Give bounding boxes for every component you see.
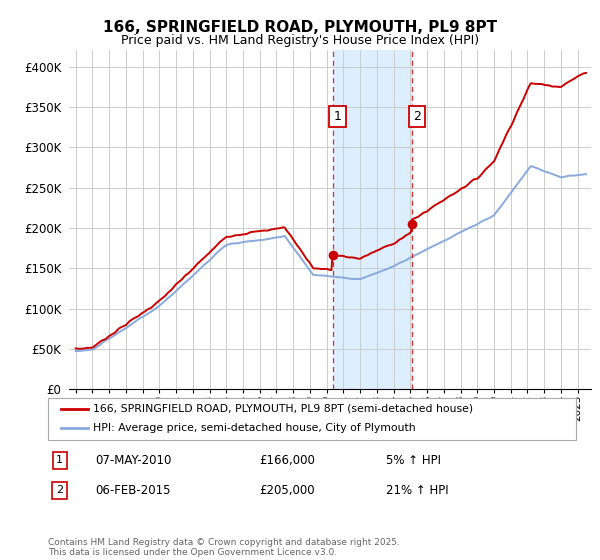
Text: 5% ↑ HPI: 5% ↑ HPI [386, 454, 441, 466]
Text: 166, SPRINGFIELD ROAD, PLYMOUTH, PL9 8PT (semi-detached house): 166, SPRINGFIELD ROAD, PLYMOUTH, PL9 8PT… [93, 404, 473, 414]
Text: 2: 2 [56, 486, 63, 496]
Bar [332, 50, 412, 389]
Text: HPI: Average price, semi-detached house, City of Plymouth: HPI: Average price, semi-detached house,… [93, 423, 416, 433]
Text: Contains HM Land Registry data © Crown copyright and database right 2025.
This d: Contains HM Land Registry data © Crown c… [48, 538, 400, 557]
Text: £166,000: £166,000 [259, 454, 315, 466]
FancyBboxPatch shape [48, 398, 576, 440]
Text: 1: 1 [56, 455, 63, 465]
Text: 06-FEB-2015: 06-FEB-2015 [95, 484, 171, 497]
Text: 166, SPRINGFIELD ROAD, PLYMOUTH, PL9 8PT: 166, SPRINGFIELD ROAD, PLYMOUTH, PL9 8PT [103, 20, 497, 35]
Text: 07-MAY-2010: 07-MAY-2010 [95, 454, 172, 466]
Text: 21% ↑ HPI: 21% ↑ HPI [386, 484, 449, 497]
Text: Price paid vs. HM Land Registry's House Price Index (HPI): Price paid vs. HM Land Registry's House … [121, 34, 479, 46]
Text: 1: 1 [334, 110, 341, 123]
Text: £205,000: £205,000 [259, 484, 315, 497]
Text: 2: 2 [413, 110, 421, 123]
